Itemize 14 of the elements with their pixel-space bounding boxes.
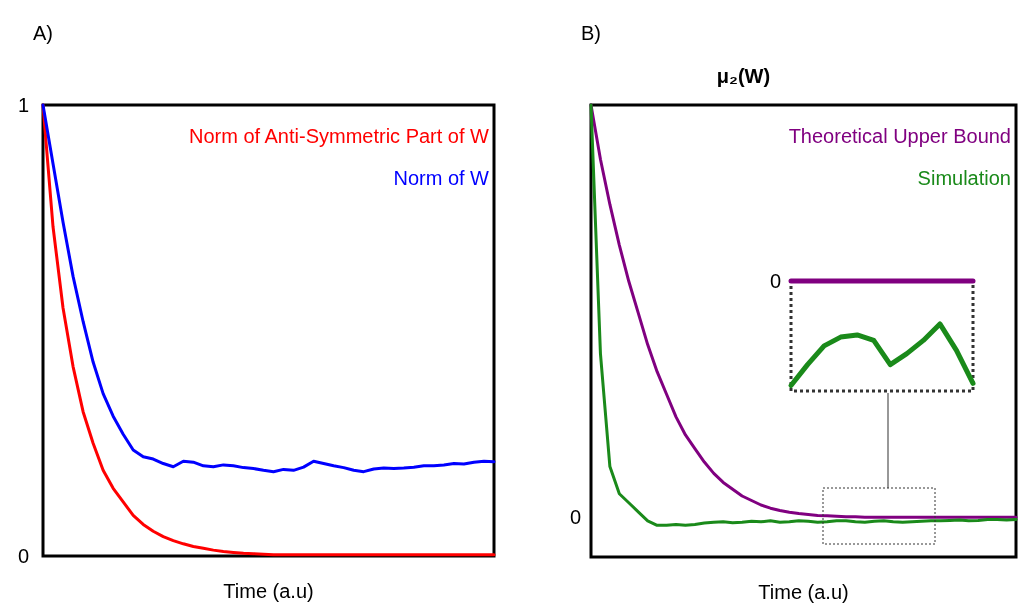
text: Simulation (917, 167, 1011, 189)
text: Norm of Anti-Symmetric Part of W (188, 125, 490, 147)
text: A) (33, 22, 53, 44)
text: B) (581, 22, 601, 44)
line-series (41, 103, 496, 474)
y-tick-label: 1 (17, 94, 29, 116)
line-series (41, 103, 496, 557)
text: Theoretical Upper Bound (788, 125, 1011, 147)
chart-title: μ₂(W) (716, 65, 771, 87)
text: Norm of W (393, 167, 490, 189)
x-axis-title: Time (a.u) (758, 581, 849, 603)
x-axis-title: Time (a.u) (223, 580, 314, 602)
text: 0 (569, 506, 581, 529)
annotation: 0 (769, 270, 781, 292)
